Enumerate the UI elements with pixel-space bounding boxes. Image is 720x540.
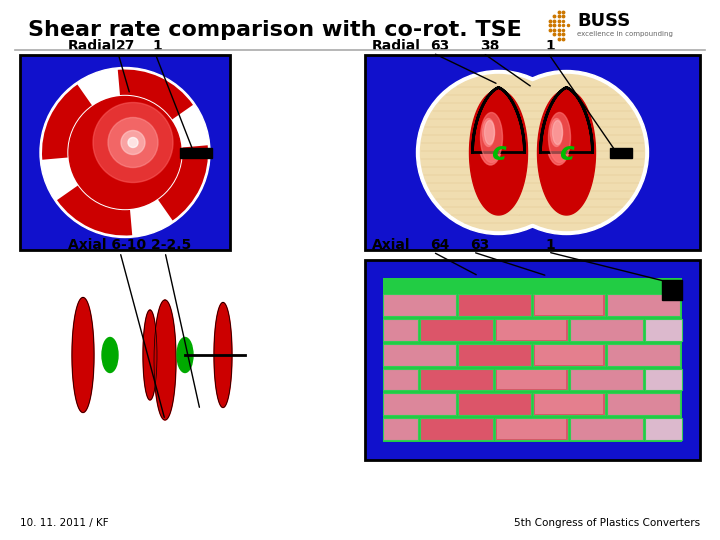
Text: Axial: Axial bbox=[372, 238, 410, 252]
Bar bbox=[20, 55, 230, 250]
Circle shape bbox=[416, 71, 580, 234]
Ellipse shape bbox=[552, 120, 562, 145]
Text: 1: 1 bbox=[545, 238, 554, 252]
Polygon shape bbox=[143, 310, 157, 400]
Text: Radial: Radial bbox=[372, 39, 421, 53]
Polygon shape bbox=[472, 87, 524, 152]
Text: BUSS: BUSS bbox=[577, 12, 631, 30]
Bar bbox=[533, 294, 606, 316]
Bar bbox=[383, 319, 418, 341]
Bar bbox=[420, 319, 493, 341]
Text: 10. 11. 2011 / KF: 10. 11. 2011 / KF bbox=[20, 518, 109, 528]
Circle shape bbox=[108, 118, 158, 167]
Bar bbox=[383, 294, 456, 316]
Text: c: c bbox=[559, 140, 574, 165]
Ellipse shape bbox=[482, 118, 495, 146]
Text: 1: 1 bbox=[152, 39, 162, 53]
Bar bbox=[662, 280, 682, 300]
Bar bbox=[420, 418, 493, 440]
Ellipse shape bbox=[480, 112, 503, 163]
Bar bbox=[383, 278, 682, 442]
Bar bbox=[458, 343, 531, 366]
Ellipse shape bbox=[102, 338, 118, 373]
Text: 64: 64 bbox=[430, 238, 449, 252]
Circle shape bbox=[69, 97, 181, 208]
Bar bbox=[533, 393, 606, 415]
Bar bbox=[644, 368, 682, 390]
Circle shape bbox=[485, 71, 649, 234]
Ellipse shape bbox=[485, 120, 495, 145]
Circle shape bbox=[93, 103, 173, 183]
Bar bbox=[610, 147, 631, 158]
Bar bbox=[644, 319, 682, 341]
Bar bbox=[570, 368, 643, 390]
Polygon shape bbox=[154, 300, 176, 420]
Wedge shape bbox=[158, 145, 208, 220]
Wedge shape bbox=[57, 185, 132, 235]
Bar bbox=[607, 294, 680, 316]
Text: Axial 6-10 2-2.5: Axial 6-10 2-2.5 bbox=[68, 238, 192, 252]
Text: 27: 27 bbox=[116, 39, 135, 53]
Bar bbox=[497, 369, 566, 389]
Bar bbox=[495, 319, 568, 341]
Bar bbox=[607, 393, 680, 415]
Bar bbox=[607, 343, 680, 366]
Text: 38: 38 bbox=[480, 39, 500, 53]
Polygon shape bbox=[538, 90, 595, 215]
Text: c: c bbox=[491, 140, 506, 165]
Circle shape bbox=[420, 75, 577, 231]
Bar bbox=[644, 418, 682, 440]
Circle shape bbox=[40, 68, 210, 238]
Bar bbox=[458, 393, 531, 415]
Bar bbox=[365, 55, 700, 250]
Bar bbox=[383, 418, 418, 440]
Bar bbox=[570, 418, 643, 440]
Text: 63: 63 bbox=[470, 238, 490, 252]
Bar bbox=[570, 319, 643, 341]
Circle shape bbox=[68, 96, 182, 210]
Bar bbox=[383, 368, 418, 390]
Polygon shape bbox=[72, 298, 94, 413]
Wedge shape bbox=[118, 70, 193, 120]
Wedge shape bbox=[42, 85, 92, 160]
Bar bbox=[534, 295, 603, 315]
Bar bbox=[497, 419, 566, 439]
Ellipse shape bbox=[551, 118, 562, 146]
Circle shape bbox=[121, 131, 145, 154]
Circle shape bbox=[488, 75, 644, 231]
Ellipse shape bbox=[478, 110, 503, 165]
Polygon shape bbox=[469, 90, 528, 215]
Bar bbox=[534, 345, 603, 364]
Circle shape bbox=[128, 138, 138, 147]
Ellipse shape bbox=[546, 110, 571, 165]
Text: Shear rate comparison with co-rot. TSE: Shear rate comparison with co-rot. TSE bbox=[28, 20, 522, 40]
Bar bbox=[533, 343, 606, 366]
Bar bbox=[383, 278, 682, 290]
Ellipse shape bbox=[177, 338, 193, 373]
Text: excellence in compounding: excellence in compounding bbox=[577, 31, 673, 37]
Text: 5th Congress of Plastics Converters: 5th Congress of Plastics Converters bbox=[514, 518, 700, 528]
Bar bbox=[495, 368, 568, 390]
Text: Radial: Radial bbox=[68, 39, 117, 53]
Bar bbox=[534, 394, 603, 414]
Bar bbox=[497, 320, 566, 340]
Bar bbox=[383, 393, 456, 415]
Polygon shape bbox=[541, 87, 593, 152]
Bar bbox=[365, 260, 700, 460]
Text: 1: 1 bbox=[545, 39, 554, 53]
Text: 63: 63 bbox=[430, 39, 449, 53]
Bar bbox=[420, 368, 493, 390]
Bar bbox=[458, 294, 531, 316]
Bar bbox=[180, 147, 212, 158]
Bar bbox=[383, 343, 456, 366]
Bar bbox=[495, 418, 568, 440]
Ellipse shape bbox=[549, 112, 570, 163]
Polygon shape bbox=[214, 302, 232, 408]
